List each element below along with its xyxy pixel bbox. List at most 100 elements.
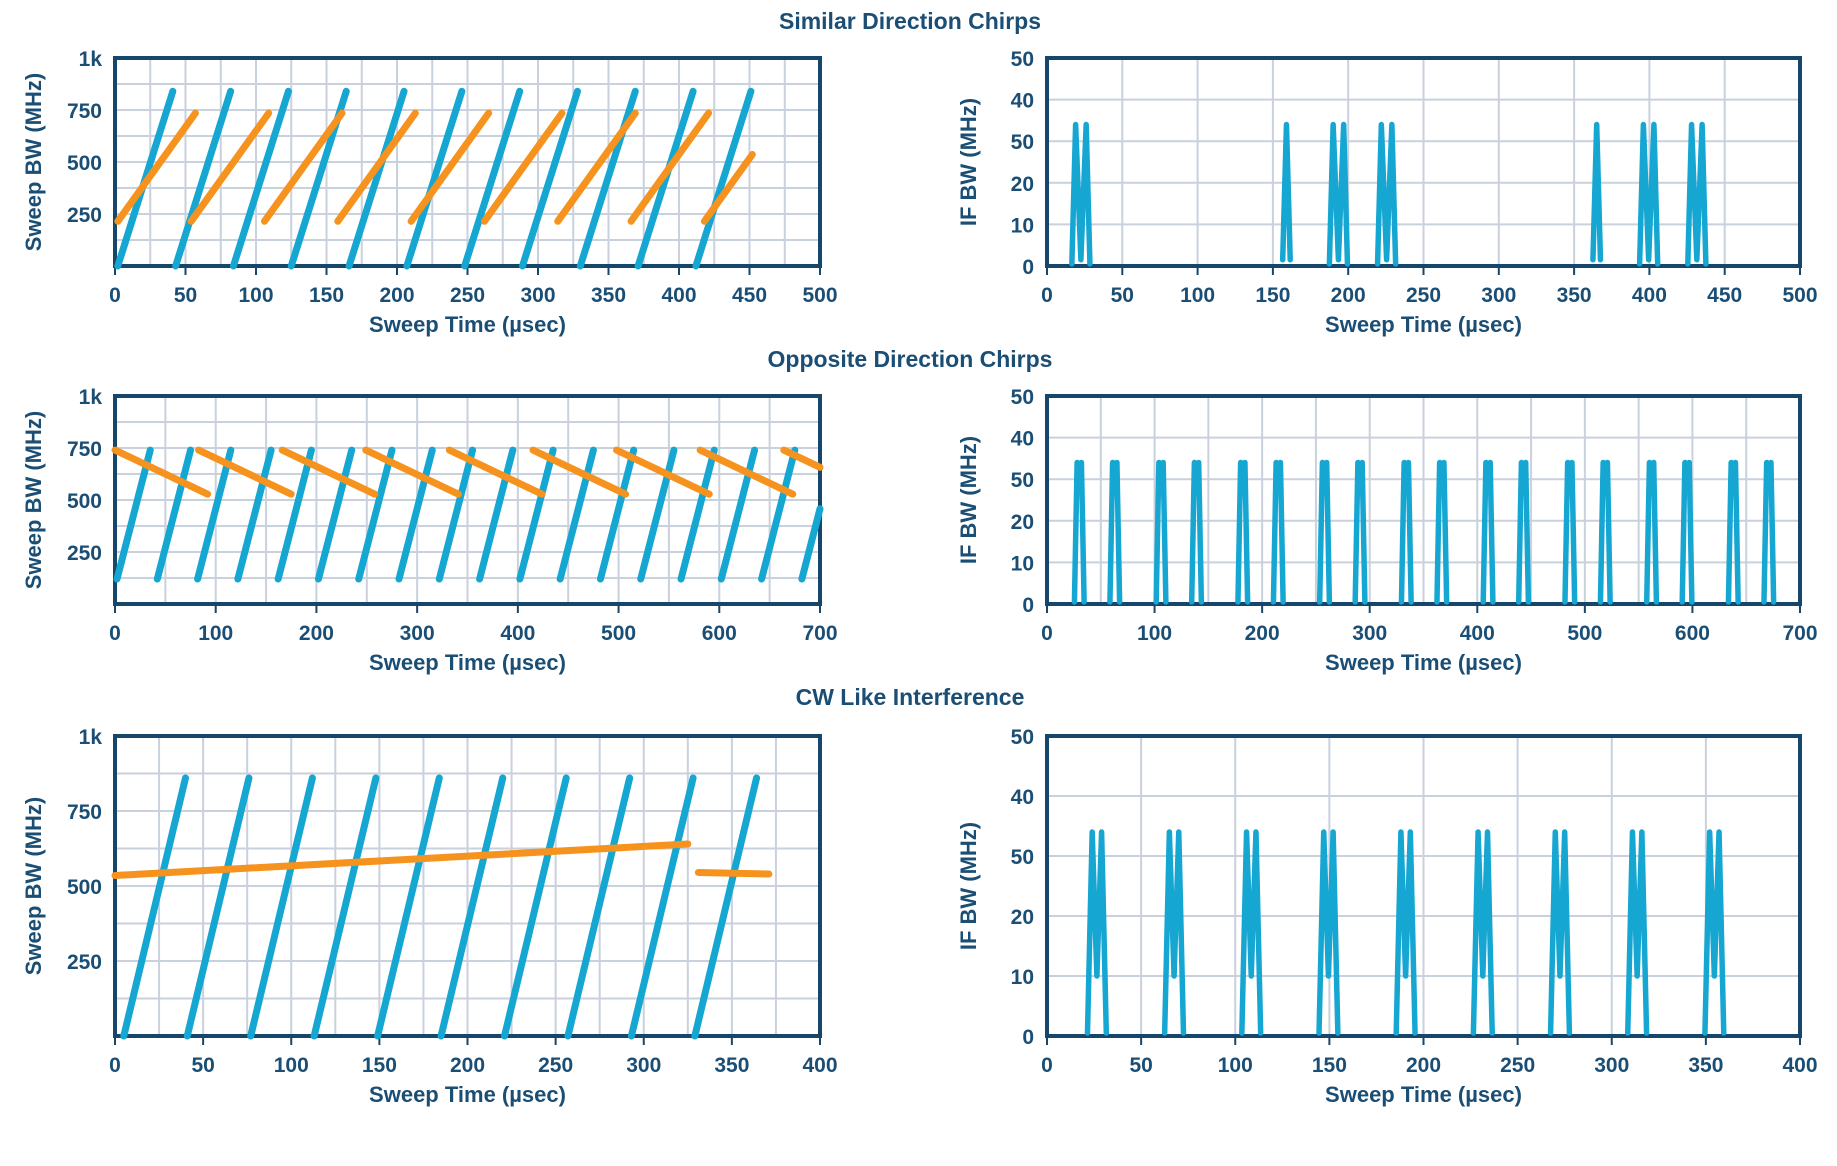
svg-text:10: 10 (1011, 966, 1034, 989)
svg-text:700: 700 (802, 622, 837, 645)
svg-text:50: 50 (1129, 1054, 1152, 1077)
svg-text:400: 400 (661, 284, 696, 307)
svg-text:350: 350 (714, 1054, 749, 1077)
svg-text:250: 250 (67, 951, 102, 974)
svg-text:0: 0 (1041, 284, 1053, 307)
svg-text:100: 100 (198, 622, 233, 645)
svg-text:50: 50 (1011, 469, 1034, 492)
svg-text:150: 150 (1312, 1054, 1347, 1077)
svg-text:100: 100 (1218, 1054, 1253, 1077)
y-axis-label: IF BW (MHz) (956, 821, 981, 951)
x-axis-label: Sweep Time (µsec) (369, 650, 566, 675)
svg-text:500: 500 (601, 622, 636, 645)
svg-text:300: 300 (1352, 622, 1387, 645)
svg-text:500: 500 (67, 152, 102, 175)
svg-text:50: 50 (1011, 48, 1034, 71)
svg-text:200: 200 (299, 622, 334, 645)
x-axis-label: Sweep Time (µsec) (1325, 650, 1522, 675)
svg-text:200: 200 (379, 284, 414, 307)
svg-text:100: 100 (274, 1054, 309, 1077)
svg-text:350: 350 (1688, 1054, 1723, 1077)
svg-text:50: 50 (1011, 131, 1034, 154)
svg-text:20: 20 (1011, 906, 1034, 929)
x-axis-label: Sweep Time (µsec) (369, 312, 566, 337)
svg-text:100: 100 (1137, 622, 1172, 645)
svg-text:0: 0 (1022, 594, 1034, 617)
svg-text:450: 450 (1707, 284, 1742, 307)
svg-text:50: 50 (191, 1054, 214, 1077)
y-axis-label: Sweep BW (MHz) (21, 410, 46, 590)
svg-text:350: 350 (1557, 284, 1592, 307)
svg-text:700: 700 (1782, 622, 1817, 645)
svg-text:1k: 1k (79, 48, 103, 71)
svg-text:400: 400 (500, 622, 535, 645)
svg-text:40: 40 (1011, 90, 1034, 113)
svg-text:250: 250 (450, 284, 485, 307)
if-bw-chart-opposite-direction: 0 100 200 300 400 500 600 700 0 10 20 50 40 50 (967, 384, 1830, 661)
sweep-bw-chart-similar-direction: 0 50 100 150 200 250 300 350 400 450 500 250 500 750 1… (35, 46, 850, 323)
svg-text:750: 750 (67, 801, 102, 824)
svg-text:350: 350 (591, 284, 626, 307)
row-title-opposite-direction-chirps: Opposite Direction Chirps (767, 346, 1053, 372)
svg-text:0: 0 (109, 1054, 121, 1077)
if-bw-chart-cw-interference: 0 50 100 150 200 250 300 350 400 0 10 20 50 40 50 (967, 724, 1830, 1093)
svg-text:0: 0 (1022, 1026, 1034, 1049)
svg-text:10: 10 (1011, 552, 1034, 575)
svg-text:450: 450 (732, 284, 767, 307)
svg-text:200: 200 (450, 1054, 485, 1077)
svg-text:100: 100 (238, 284, 273, 307)
svg-text:0: 0 (109, 622, 121, 645)
x-axis-label: Sweep Time (µsec) (369, 1082, 566, 1107)
svg-text:20: 20 (1011, 511, 1034, 534)
svg-text:50: 50 (1011, 726, 1034, 749)
row-title-similar-direction-chirps: Similar Direction Chirps (778, 8, 1041, 34)
svg-text:40: 40 (1011, 786, 1034, 809)
svg-text:0: 0 (1022, 256, 1034, 279)
svg-text:600: 600 (702, 622, 737, 645)
svg-text:250: 250 (538, 1054, 573, 1077)
svg-text:500: 500 (1782, 284, 1817, 307)
svg-text:50: 50 (1011, 846, 1034, 869)
sweep-bw-chart-opposite-direction: 0 100 200 300 400 500 600 700 250 500 750 1k (35, 384, 850, 661)
svg-text:100: 100 (1180, 284, 1215, 307)
svg-text:10: 10 (1011, 214, 1034, 237)
svg-text:300: 300 (626, 1054, 661, 1077)
y-axis-label: IF BW (MHz) (956, 97, 981, 227)
svg-text:200: 200 (1406, 1054, 1441, 1077)
svg-text:500: 500 (1567, 622, 1602, 645)
svg-text:50: 50 (1111, 284, 1134, 307)
svg-text:250: 250 (1500, 1054, 1535, 1077)
x-axis-label: Sweep Time (µsec) (1325, 1082, 1522, 1107)
svg-text:400: 400 (1782, 1054, 1817, 1077)
svg-text:500: 500 (67, 876, 102, 899)
svg-text:400: 400 (1460, 622, 1495, 645)
svg-text:400: 400 (802, 1054, 837, 1077)
svg-text:150: 150 (309, 284, 344, 307)
svg-text:200: 200 (1331, 284, 1366, 307)
svg-text:300: 300 (1594, 1054, 1629, 1077)
svg-text:40: 40 (1011, 428, 1034, 451)
svg-text:400: 400 (1632, 284, 1667, 307)
svg-text:1k: 1k (79, 726, 103, 749)
svg-text:300: 300 (1481, 284, 1516, 307)
svg-text:0: 0 (1041, 1054, 1053, 1077)
svg-text:750: 750 (67, 100, 102, 123)
row-title-cw-like-interference: CW Like Interference (795, 684, 1025, 710)
y-axis-label: Sweep BW (MHz) (21, 72, 46, 252)
svg-text:300: 300 (520, 284, 555, 307)
if-bw-chart-similar-direction: 0 50 100 150 200 250 300 350 400 450 500 0 10 20 50 40 5… (967, 46, 1830, 323)
y-axis-label: Sweep BW (MHz) (21, 796, 46, 976)
svg-text:0: 0 (109, 284, 121, 307)
svg-text:200: 200 (1245, 622, 1280, 645)
y-axis-label: IF BW (MHz) (956, 435, 981, 565)
svg-text:150: 150 (1255, 284, 1290, 307)
svg-text:150: 150 (362, 1054, 397, 1077)
svg-text:50: 50 (174, 284, 197, 307)
svg-text:750: 750 (67, 438, 102, 461)
svg-text:500: 500 (67, 490, 102, 513)
svg-text:500: 500 (802, 284, 837, 307)
svg-text:250: 250 (67, 204, 102, 227)
svg-text:20: 20 (1011, 173, 1034, 196)
svg-text:250: 250 (67, 542, 102, 565)
